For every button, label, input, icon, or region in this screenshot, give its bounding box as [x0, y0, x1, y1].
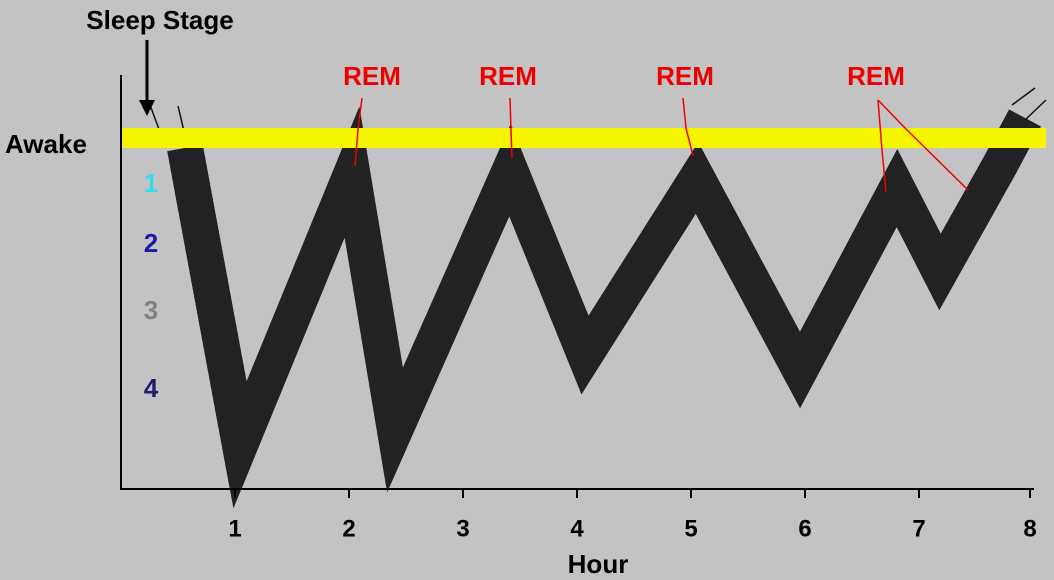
pointer — [354, 97, 363, 167]
awake-band — [121, 128, 1046, 148]
rem-label: REM — [656, 61, 714, 91]
stage-label: 3 — [144, 295, 158, 325]
stage-label: 2 — [144, 228, 158, 258]
pointer — [877, 99, 887, 193]
x-tick-label: 5 — [684, 515, 697, 542]
x-tick-label: 8 — [1023, 515, 1036, 542]
pointer — [682, 97, 694, 157]
rem-pointers — [354, 97, 969, 193]
stage-label: Awake — [5, 129, 87, 159]
sleep-curve — [185, 118, 1025, 509]
x-tick-label: 6 — [798, 515, 811, 542]
rem-label: REM — [479, 61, 537, 91]
y-axis-title: Sleep Stage — [86, 5, 233, 35]
x-tick-label: 3 — [456, 515, 469, 542]
arrow-head — [139, 100, 155, 116]
pointer — [509, 97, 513, 159]
x-axis-title: Hour — [568, 549, 629, 579]
x-tick-label: 2 — [342, 515, 355, 542]
stage-label: 1 — [144, 168, 158, 198]
rem-label: REM — [343, 61, 401, 91]
pointer — [877, 99, 969, 191]
x-tick-label: 1 — [228, 515, 241, 542]
x-tick-label: 4 — [570, 515, 584, 542]
line — [1024, 99, 1047, 121]
rem-label: REM — [847, 61, 905, 91]
x-tick-label: 7 — [912, 515, 925, 542]
line — [1011, 87, 1036, 106]
stage-label: 4 — [144, 373, 159, 403]
